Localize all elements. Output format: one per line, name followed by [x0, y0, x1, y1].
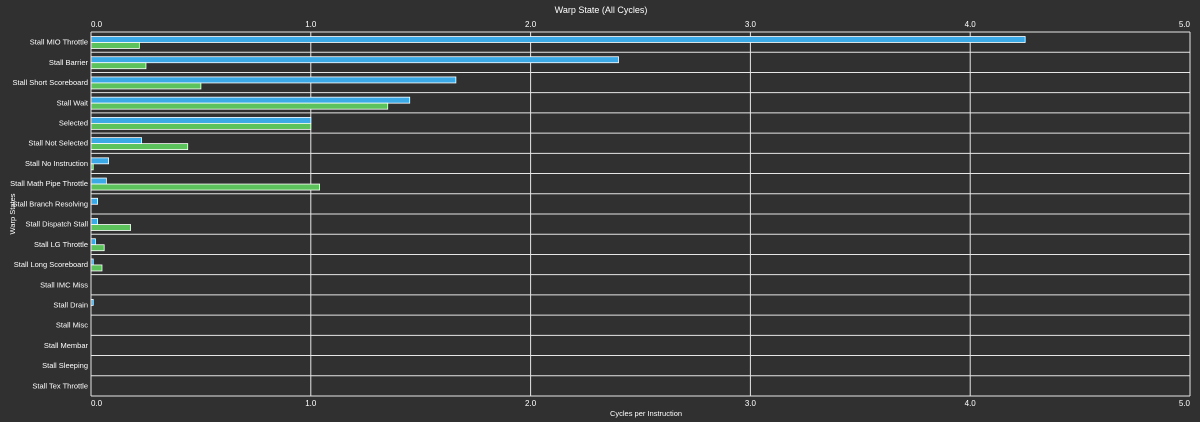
x-tick-label-top: 5.0: [1179, 20, 1191, 29]
bar: [90, 143, 189, 151]
bar: [90, 116, 312, 124]
x-axis-title: Cycles per Instruction: [610, 409, 682, 418]
x-tick-label-top: 3.0: [745, 20, 757, 29]
x-tick-label-bottom: 1.0: [305, 399, 317, 408]
category-label: Stall LG Throttle: [34, 240, 88, 249]
category-label: Stall Sleeping: [42, 361, 88, 370]
bars: [90, 36, 1026, 306]
bar: [90, 298, 94, 306]
category-label: Stall Tex Throttle: [32, 381, 88, 390]
category-label: Stall No Instruction: [25, 159, 88, 168]
bar: [90, 218, 98, 225]
bar: [90, 137, 142, 145]
x-tick-label-top: 0.0: [91, 20, 103, 29]
chart-title: Warp State (All Cycles): [555, 5, 648, 15]
x-tick-label-bottom: 0.0: [91, 399, 103, 408]
category-label: Stall Wait: [57, 98, 89, 107]
bar: [90, 264, 103, 272]
bar: [90, 183, 320, 191]
category-label: Stall Barrier: [49, 58, 89, 67]
category-label: Stall Long Scoreboard: [14, 260, 88, 269]
bar: [90, 36, 1026, 43]
x-tick-label-bottom: 3.0: [745, 399, 757, 408]
bar: [90, 42, 140, 49]
labels: 0.0 0.0 1.0 1.0 2.0 2.0 3.0 3.0 4.0 4.0 5.0 5.0 Stal…: [10, 20, 1190, 408]
bar: [90, 258, 94, 266]
bar: [90, 122, 312, 130]
bar: [90, 82, 202, 90]
bar: [90, 238, 96, 246]
bar: [90, 76, 457, 84]
bar: [90, 177, 107, 185]
bar: [90, 197, 98, 205]
category-label: Stall Dispatch Stall: [25, 220, 88, 229]
category-label: Stall Misc: [56, 321, 88, 330]
category-label: Stall Math Pipe Throttle: [10, 179, 88, 188]
x-tick-label-top: 2.0: [525, 20, 537, 29]
category-label: Stall Short Scoreboard: [13, 78, 88, 87]
category-label: Stall MIO Throttle: [30, 38, 88, 47]
bar: [90, 163, 94, 171]
x-tick-label-top: 4.0: [965, 20, 977, 29]
x-tick-label-bottom: 4.0: [965, 399, 977, 408]
bar: [90, 157, 109, 165]
bar: [90, 244, 105, 252]
category-label: Stall Not Selected: [28, 139, 88, 148]
category-label: Stall IMC Miss: [40, 280, 88, 289]
bar: [90, 224, 131, 231]
category-label: Stall Drain: [53, 301, 88, 310]
category-label: Stall Membar: [44, 341, 89, 350]
x-tick-label-bottom: 2.0: [525, 399, 537, 408]
category-label: Stall Branch Resolving: [13, 199, 88, 208]
y-axis-title: Warp States: [8, 193, 17, 234]
grid: [90, 31, 1191, 397]
bar: [90, 62, 147, 70]
category-label: Selected: [59, 119, 88, 128]
bar: [90, 56, 619, 64]
x-tick-label-bottom: 5.0: [1179, 399, 1191, 408]
x-tick-label-top: 1.0: [305, 20, 317, 29]
bar: [90, 102, 389, 110]
bar: [90, 96, 411, 104]
